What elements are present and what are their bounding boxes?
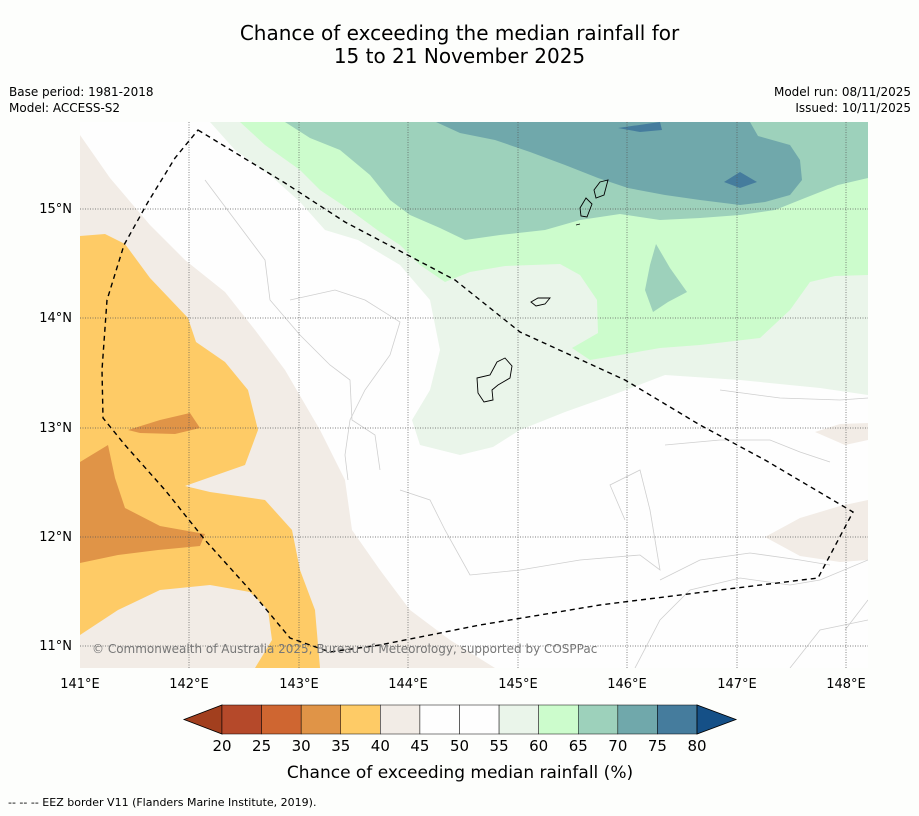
lat-tick-15n: 15°N: [39, 202, 72, 217]
lat-tick-12n: 12°N: [39, 530, 72, 545]
chart-title: Chance of exceeding the median rainfall …: [0, 22, 919, 68]
colorbar-tick-80: 80: [687, 737, 706, 755]
map-plot-area: © Commonwealth of Australia 2025, Bureau…: [80, 122, 868, 668]
colorbar-tick-45: 45: [410, 737, 429, 755]
colorbar-extend-high: [696, 704, 738, 735]
contour-75-80-b: [724, 172, 757, 188]
tinian-island: [579, 197, 593, 218]
lon-tick-146: 146°E: [607, 677, 647, 692]
base-period-text: Base period: 1981-2018: [9, 85, 154, 99]
colorbar-cell-20-25: [221, 704, 262, 735]
colorbar-cell-55-60: [498, 704, 539, 735]
contour-35-40: [80, 234, 320, 668]
colorbar-cell-60-65: [538, 704, 579, 735]
lat-tick-13n: 13°N: [39, 421, 72, 436]
colorbar-cell-40-45: [380, 704, 421, 735]
lon-tick-142: 142°E: [169, 677, 209, 692]
meta-right: Model run: 08/11/2025 Issued: 10/11/2025: [774, 84, 911, 116]
rota-island: [530, 297, 551, 307]
title-line-1: Chance of exceeding the median rainfall …: [239, 21, 680, 45]
lon-tick-147: 147°E: [717, 677, 757, 692]
colorbar-cell-30-35: [300, 704, 341, 735]
colorbar-tick-55: 55: [490, 737, 509, 755]
colorbar-tick-35: 35: [331, 737, 350, 755]
meta-left: Base period: 1981-2018 Model: ACCESS-S2: [9, 84, 154, 116]
colorbar-tick-30: 30: [292, 737, 311, 755]
lon-tick-143: 143°E: [279, 677, 319, 692]
lat-tick-labels: 15°N 14°N 13°N 12°N 11°N: [39, 202, 72, 654]
lon-tick-labels: 141°E 142°E 143°E 144°E 145°E 146°E 147°…: [60, 677, 866, 692]
issued-text: Issued: 10/11/2025: [795, 101, 911, 115]
lon-tick-148: 148°E: [826, 677, 866, 692]
colorbar-cell-35-40: [340, 704, 381, 735]
guam-island: [476, 357, 513, 403]
colorbar-tick-20: 20: [212, 737, 231, 755]
lon-tick-144: 144°E: [388, 677, 428, 692]
colorbar-cell-45-50: [419, 704, 460, 735]
colorbar-tick-25: 25: [252, 737, 271, 755]
model-run-text: Model run: 08/11/2025: [773, 85, 911, 99]
eez-footnote: -- -- -- EEZ border V11 (Flanders Marine…: [8, 796, 317, 809]
lat-tick-11n: 11°N: [39, 639, 72, 654]
colorbar-cell-25-30: [261, 704, 302, 735]
lat-tick-14n: 14°N: [39, 311, 72, 326]
saipan-island: [593, 179, 609, 199]
model-text: Model: ACCESS-S2: [9, 101, 121, 115]
colorbar-tick-70: 70: [608, 737, 627, 755]
contour-65-70-patch: [645, 244, 687, 312]
colorbar: 20 25 30 35 40 45 50 55 60 65 70 75 80: [182, 704, 738, 755]
colorbar-extend-low: [182, 704, 223, 735]
contour-40-45-east-1: [765, 500, 868, 562]
colorbar-label: Chance of exceeding median rainfall (%): [287, 763, 633, 783]
lon-tick-145: 145°E: [498, 677, 538, 692]
colorbar-tick-40: 40: [371, 737, 390, 755]
islands: [476, 179, 609, 403]
colorbar-cell-65-70: [578, 704, 619, 735]
colorbar-cell-75-80: [657, 704, 698, 735]
contour-75-80-a: [618, 122, 662, 132]
contour-30-35-west: [80, 445, 205, 563]
contour-30-35-13n: [128, 413, 200, 434]
colorbar-tick-50: 50: [450, 737, 469, 755]
aguijan-island: [575, 223, 581, 226]
map-copyright: © Commonwealth of Australia 2025, Bureau…: [92, 642, 597, 656]
colorbar-tick-75: 75: [648, 737, 667, 755]
map-gridlines: [80, 122, 868, 668]
colorbar-tick-60: 60: [529, 737, 548, 755]
title-line-2: 15 to 21 November 2025: [333, 44, 586, 68]
contour-40-45-east-2: [815, 423, 868, 445]
lon-tick-141: 141°E: [60, 677, 100, 692]
colorbar-cell-70-75: [617, 704, 658, 735]
colorbar-tick-65: 65: [569, 737, 588, 755]
colorbar-cell-50-55: [459, 704, 500, 735]
contour-70-75: [436, 122, 802, 205]
thin-contour-lines: [204, 179, 868, 668]
